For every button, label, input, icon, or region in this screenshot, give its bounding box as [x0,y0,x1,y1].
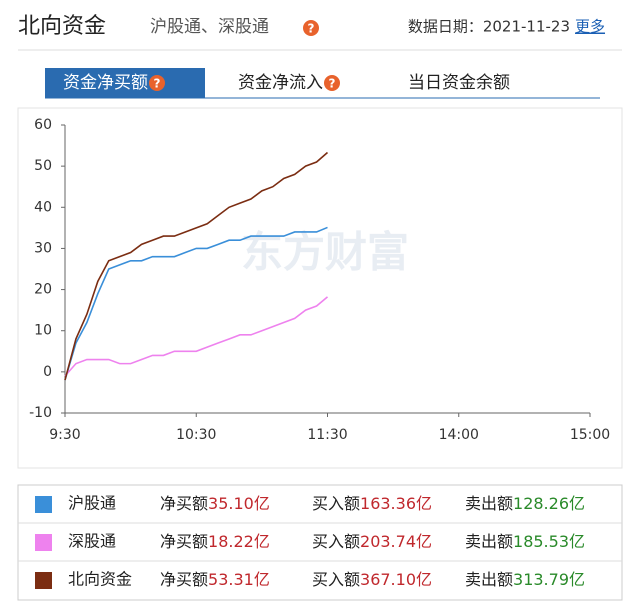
summary-cell: 买入额203.74亿 [312,532,432,551]
summary-label: 净买额 [160,570,208,589]
y-tick-label: -10 [29,405,52,421]
summary-label: 卖出额 [465,570,513,589]
x-tick-label: 15:00 [570,427,610,443]
summary-cell: 卖出额185.53亿 [465,532,585,551]
summary-label: 卖出额 [465,532,513,551]
active-tab[interactable] [45,68,205,98]
page-title: 北向资金 [18,14,106,39]
summary-value: 163.36亿 [360,494,432,513]
summary-value: 185.53亿 [513,532,585,551]
summary-label: 卖出额 [465,494,513,513]
legend-swatch [35,534,52,551]
summary-label: 净买额 [160,494,208,513]
y-tick-label: 50 [34,158,52,174]
summary-cell: 净买额35.10亿 [160,494,270,513]
summary-value: 53.31亿 [208,570,270,589]
legend-swatch [35,572,52,589]
summary-value: 367.10亿 [360,570,432,589]
help-icon[interactable] [149,75,165,91]
chart-frame [17,107,623,469]
summary-label: 净买额 [160,532,208,551]
summary-value: 128.26亿 [513,494,585,513]
summary-cell: 买入额163.36亿 [312,494,432,513]
summary-label: 买入额 [312,532,360,551]
y-tick-label: 60 [34,117,52,133]
summary-cell: 净买额53.31亿 [160,570,270,589]
summary-label: 买入额 [312,570,360,589]
summary-value: 313.79亿 [513,570,585,589]
data-date: 数据日期：2021-11-23 [408,18,570,36]
tabs: 资金净买额? 资金净流入? 当日资金余额 [45,68,510,98]
summary-value: 203.74亿 [360,532,432,551]
y-tick-label: 40 [34,199,52,215]
help-mark: ? [329,77,336,91]
y-tick-label: 0 [43,364,52,380]
summary-cell: 卖出额128.26亿 [465,494,585,513]
help-mark: ? [154,77,161,91]
help-icon[interactable] [303,20,319,36]
series-line [64,226,328,381]
help-icon[interactable] [324,75,340,91]
y-tick-label: 20 [34,282,52,298]
tab-label[interactable]: 当日资金余额 [408,73,510,93]
summary-cell: 卖出额313.79亿 [465,570,585,589]
x-tick-label: 9:30 [49,427,80,443]
series-line [64,296,329,377]
tab-label[interactable]: 资金净买额 [63,73,148,93]
summary-value: 18.22亿 [208,532,270,551]
subtitle: 沪股通、深股通 [150,17,269,37]
x-tick-label: 11:30 [307,427,347,443]
series-line [64,151,329,381]
watermark: 东方财富 [241,228,409,277]
y-tick-label: 10 [34,323,52,339]
x-tick-label: 14:00 [439,427,479,443]
chart: -10 0 10 20 30 40 50 60 9:30 10:30 11:30 14:00 15:00 [29,117,610,443]
x-tick-label: 10:30 [176,427,216,443]
summary-table [17,484,623,601]
tab-label[interactable]: 资金净流入 [238,73,323,93]
legend-swatch [35,496,52,513]
more-link[interactable]: 更多 [575,18,605,36]
summary-label: 买入额 [312,494,360,513]
summary-cell: 净买额18.22亿 [160,532,270,551]
summary-cell: 买入额367.10亿 [312,570,432,589]
legend-name: 沪股通 [68,494,116,513]
legend-name: 深股通 [68,532,116,551]
y-tick-label: 30 [34,240,52,256]
help-mark: ? [308,22,315,36]
legend-name: 北向资金 [68,570,132,589]
summary-value: 35.10亿 [208,494,270,513]
